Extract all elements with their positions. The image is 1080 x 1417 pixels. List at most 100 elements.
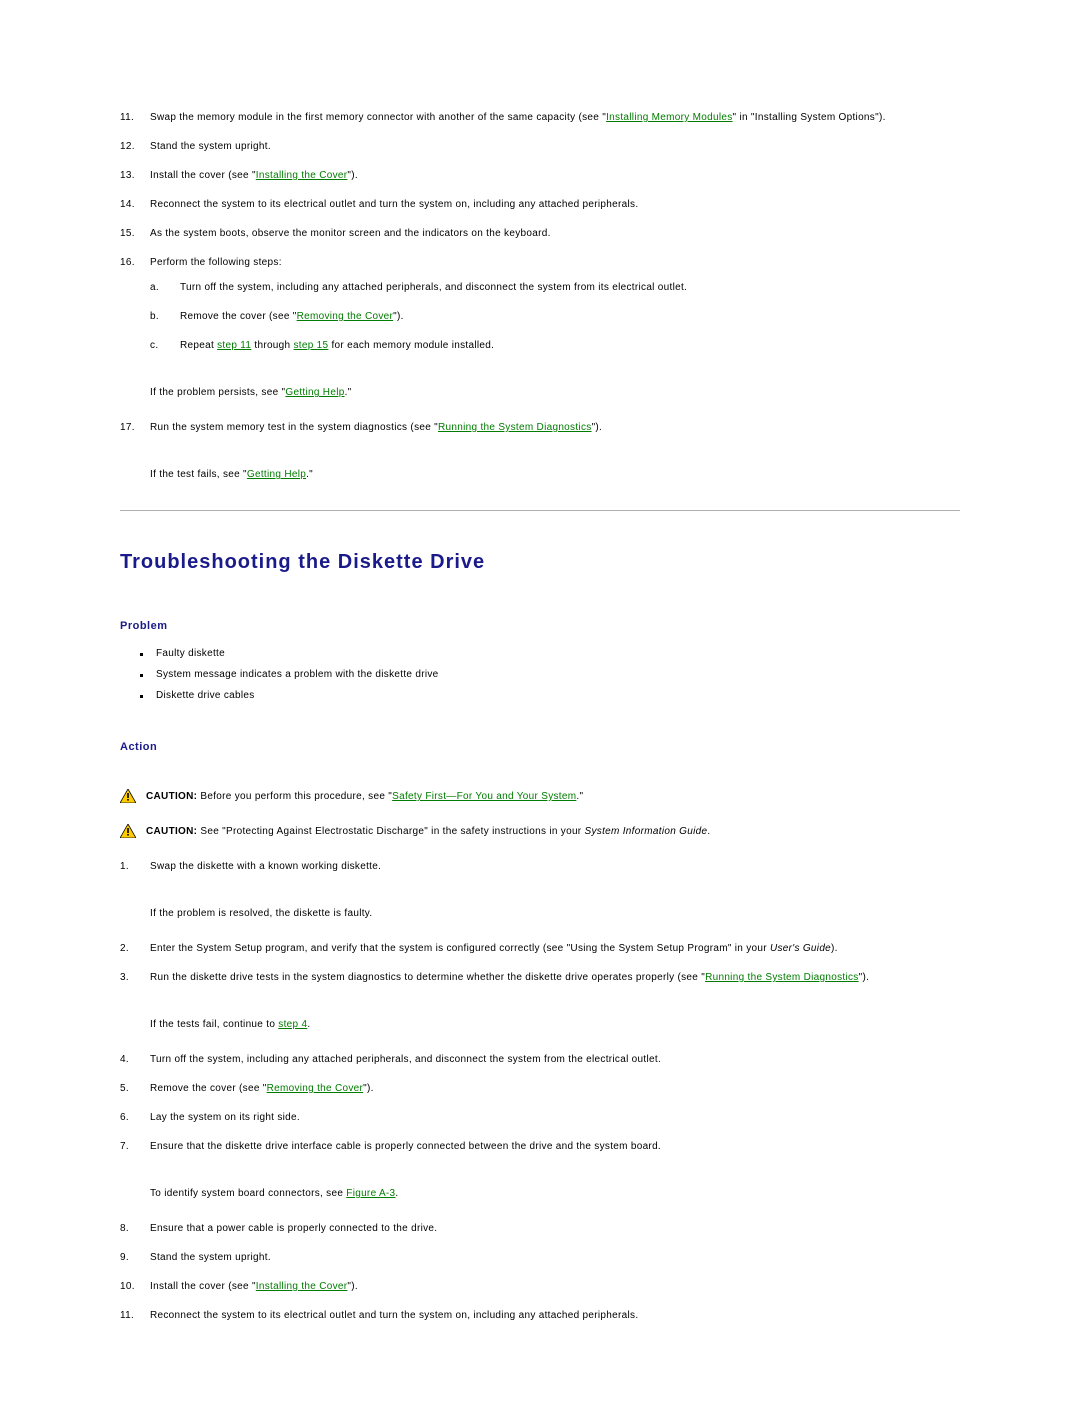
note-test-fails: If the test fails, see "Getting Help." bbox=[150, 467, 960, 482]
step-text: As the system boots, observe the monitor… bbox=[150, 228, 551, 239]
problem-item: System message indicates a problem with … bbox=[140, 669, 960, 680]
caution-body: . bbox=[707, 826, 710, 837]
note-tests-fail: If the tests fail, continue to step 4. bbox=[150, 1017, 960, 1032]
action-heading: Action bbox=[120, 741, 960, 753]
step-text: Repeat bbox=[180, 340, 217, 351]
step-text: Run the diskette drive tests in the syst… bbox=[150, 972, 705, 983]
action-8: Ensure that a power cable is properly co… bbox=[120, 1221, 960, 1236]
note-text: . bbox=[395, 1188, 398, 1199]
action-10: Install the cover (see "Installing the C… bbox=[120, 1279, 960, 1294]
step-15: As the system boots, observe the monitor… bbox=[120, 226, 960, 241]
step-text: ). bbox=[831, 943, 838, 954]
caution-body: Before you perform this procedure, see " bbox=[200, 791, 392, 802]
step-11: Swap the memory module in the first memo… bbox=[120, 110, 960, 125]
link-removing-the-cover[interactable]: Removing the Cover bbox=[267, 1083, 364, 1094]
sub-ordered-list: Turn off the system, including any attac… bbox=[150, 280, 960, 353]
step-text: Swap the diskette with a known working d… bbox=[150, 861, 381, 872]
step-12: Stand the system upright. bbox=[120, 139, 960, 154]
step-text: Ensure that a power cable is properly co… bbox=[150, 1223, 437, 1234]
action-9: Stand the system upright. bbox=[120, 1250, 960, 1265]
step-text: Turn off the system, including any attac… bbox=[180, 282, 687, 293]
action-2: Enter the System Setup program, and veri… bbox=[120, 941, 960, 956]
link-installing-memory-modules[interactable]: Installing Memory Modules bbox=[606, 112, 732, 123]
action-11: Reconnect the system to its electrical o… bbox=[120, 1308, 960, 1323]
step-text: Run the system memory test in the system… bbox=[150, 422, 438, 433]
link-running-system-diagnostics[interactable]: Running the System Diagnostics bbox=[438, 422, 592, 433]
action-ordered-list: Swap the diskette with a known working d… bbox=[120, 859, 960, 1323]
step-text: "). bbox=[363, 1083, 374, 1094]
note-text: If the test fails, see " bbox=[150, 469, 247, 480]
step-16a: Turn off the system, including any attac… bbox=[150, 280, 960, 295]
section-divider bbox=[120, 510, 960, 511]
step-text: through bbox=[251, 340, 293, 351]
step-text: "). bbox=[347, 1281, 358, 1292]
step-text: Ensure that the diskette drive interface… bbox=[150, 1141, 661, 1152]
note-text: If the problem persists, see " bbox=[150, 387, 285, 398]
problem-item: Diskette drive cables bbox=[140, 690, 960, 701]
link-figure-a3[interactable]: Figure A-3 bbox=[346, 1188, 395, 1199]
note-text: To identify system board connectors, see bbox=[150, 1188, 346, 1199]
problem-list: Faulty diskette System message indicates… bbox=[140, 648, 960, 701]
action-6: Lay the system on its right side. bbox=[120, 1110, 960, 1125]
step-text: Remove the cover (see " bbox=[180, 311, 297, 322]
step-text: Reconnect the system to its electrical o… bbox=[150, 199, 638, 210]
step-16: Perform the following steps: Turn off th… bbox=[120, 255, 960, 400]
step-text: Remove the cover (see " bbox=[150, 1083, 267, 1094]
top-ordered-list: Swap the memory module in the first memo… bbox=[120, 110, 960, 482]
caution-icon bbox=[120, 824, 136, 838]
step-text: Stand the system upright. bbox=[150, 1252, 271, 1263]
step-17: Run the system memory test in the system… bbox=[120, 420, 960, 482]
problem-text: Diskette drive cables bbox=[156, 690, 255, 701]
action-5: Remove the cover (see "Removing the Cove… bbox=[120, 1081, 960, 1096]
step-text: Stand the system upright. bbox=[150, 141, 271, 152]
step-text: Install the cover (see " bbox=[150, 170, 256, 181]
step-text: Install the cover (see " bbox=[150, 1281, 256, 1292]
caution-italic: System Information Guide bbox=[585, 826, 708, 837]
link-running-system-diagnostics[interactable]: Running the System Diagnostics bbox=[705, 972, 859, 983]
link-getting-help[interactable]: Getting Help bbox=[247, 469, 306, 480]
note-text: . bbox=[307, 1019, 310, 1030]
link-getting-help[interactable]: Getting Help bbox=[285, 387, 344, 398]
step-text: "). bbox=[592, 422, 603, 433]
step-text: Swap the memory module in the first memo… bbox=[150, 112, 606, 123]
caution-icon bbox=[120, 789, 136, 803]
step-text: Enter the System Setup program, and veri… bbox=[150, 943, 770, 954]
step-text: Reconnect the system to its electrical o… bbox=[150, 1310, 638, 1321]
note-diskette-faulty: If the problem is resolved, the diskette… bbox=[150, 906, 960, 921]
caution-text: CAUTION: See "Protecting Against Electro… bbox=[146, 824, 710, 839]
link-installing-the-cover[interactable]: Installing the Cover bbox=[256, 1281, 348, 1292]
caution-body: See "Protecting Against Electrostatic Di… bbox=[200, 826, 584, 837]
link-step-15[interactable]: step 15 bbox=[293, 340, 328, 351]
step-16c: Repeat step 11 through step 15 for each … bbox=[150, 338, 960, 353]
step-italic: User's Guide bbox=[770, 943, 831, 954]
caution-text: CAUTION: Before you perform this procedu… bbox=[146, 789, 583, 804]
note-text: ." bbox=[306, 469, 313, 480]
problem-heading: Problem bbox=[120, 620, 960, 632]
link-installing-the-cover[interactable]: Installing the Cover bbox=[256, 170, 348, 181]
problem-item: Faulty diskette bbox=[140, 648, 960, 659]
note-text: ." bbox=[345, 387, 352, 398]
action-4: Turn off the system, including any attac… bbox=[120, 1052, 960, 1067]
caution-2: CAUTION: See "Protecting Against Electro… bbox=[120, 824, 960, 839]
step-text: "). bbox=[347, 170, 358, 181]
step-text: Lay the system on its right side. bbox=[150, 1112, 300, 1123]
step-text: "). bbox=[859, 972, 870, 983]
action-1: Swap the diskette with a known working d… bbox=[120, 859, 960, 921]
note-text: If the problem is resolved, the diskette… bbox=[150, 908, 372, 919]
caution-label: CAUTION: bbox=[146, 791, 200, 802]
caution-label: CAUTION: bbox=[146, 826, 200, 837]
caution-1: CAUTION: Before you perform this procedu… bbox=[120, 789, 960, 804]
action-3: Run the diskette drive tests in the syst… bbox=[120, 970, 960, 1032]
step-13: Install the cover (see "Installing the C… bbox=[120, 168, 960, 183]
action-7: Ensure that the diskette drive interface… bbox=[120, 1139, 960, 1201]
link-step-4[interactable]: step 4 bbox=[278, 1019, 307, 1030]
note-text: If the tests fail, continue to bbox=[150, 1019, 278, 1030]
step-text: Turn off the system, including any attac… bbox=[150, 1054, 661, 1065]
problem-text: System message indicates a problem with … bbox=[156, 669, 439, 680]
step-text: for each memory module installed. bbox=[328, 340, 494, 351]
link-removing-the-cover[interactable]: Removing the Cover bbox=[297, 311, 394, 322]
link-safety-first[interactable]: Safety First—For You and Your System bbox=[392, 791, 576, 802]
link-step-11[interactable]: step 11 bbox=[217, 340, 251, 351]
caution-body: ." bbox=[576, 791, 583, 802]
section-title: Troubleshooting the Diskette Drive bbox=[120, 551, 960, 574]
